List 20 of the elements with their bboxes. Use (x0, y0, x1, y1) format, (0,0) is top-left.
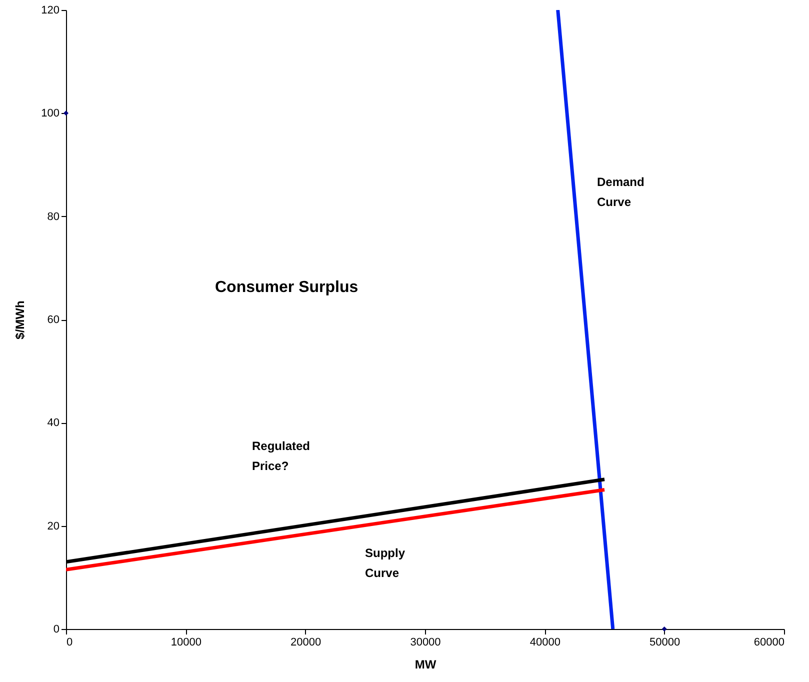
x-tick-label: 10000 (170, 636, 202, 648)
y-tick-label: 20 (47, 520, 60, 532)
x-tick-label: 50000 (650, 636, 680, 648)
annotation: Consumer Surplus (215, 279, 358, 296)
y-tick-label: 80 (47, 210, 60, 223)
y-tick-label: 60 (47, 314, 60, 326)
y-tick-label: 40 (47, 417, 60, 430)
annotation: Supply Curve (365, 546, 406, 580)
x-tick-label: 30000 (410, 636, 441, 648)
x-axis-title: MW (414, 658, 437, 672)
x-tick-label: 60000 (754, 636, 784, 648)
y-tick-label: 0 (53, 624, 60, 636)
x-tick-label: 0 (66, 636, 73, 648)
annotation: Demand Curve (597, 175, 644, 209)
x-tick-label: 40000 (530, 636, 560, 648)
annotation: Regulated Price? (252, 439, 310, 473)
y-axis-title: $/MWh (13, 300, 28, 340)
y-tick-label: 120 (41, 4, 60, 16)
y-tick-label: 100 (41, 108, 60, 120)
x-tick-label: 20000 (290, 636, 322, 648)
